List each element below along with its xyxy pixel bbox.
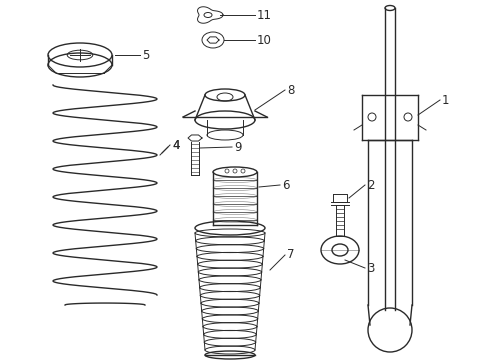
Text: 1: 1 (442, 94, 449, 107)
Text: 6: 6 (282, 179, 290, 192)
Text: 10: 10 (257, 33, 272, 46)
Text: 3: 3 (367, 261, 374, 274)
Text: 2: 2 (367, 179, 374, 192)
Text: 4: 4 (172, 139, 179, 152)
Text: 8: 8 (287, 84, 294, 96)
Text: 9: 9 (234, 140, 242, 153)
Text: 5: 5 (142, 49, 149, 62)
Text: 4: 4 (172, 139, 179, 152)
Text: 11: 11 (257, 9, 272, 22)
Text: 7: 7 (287, 248, 294, 261)
